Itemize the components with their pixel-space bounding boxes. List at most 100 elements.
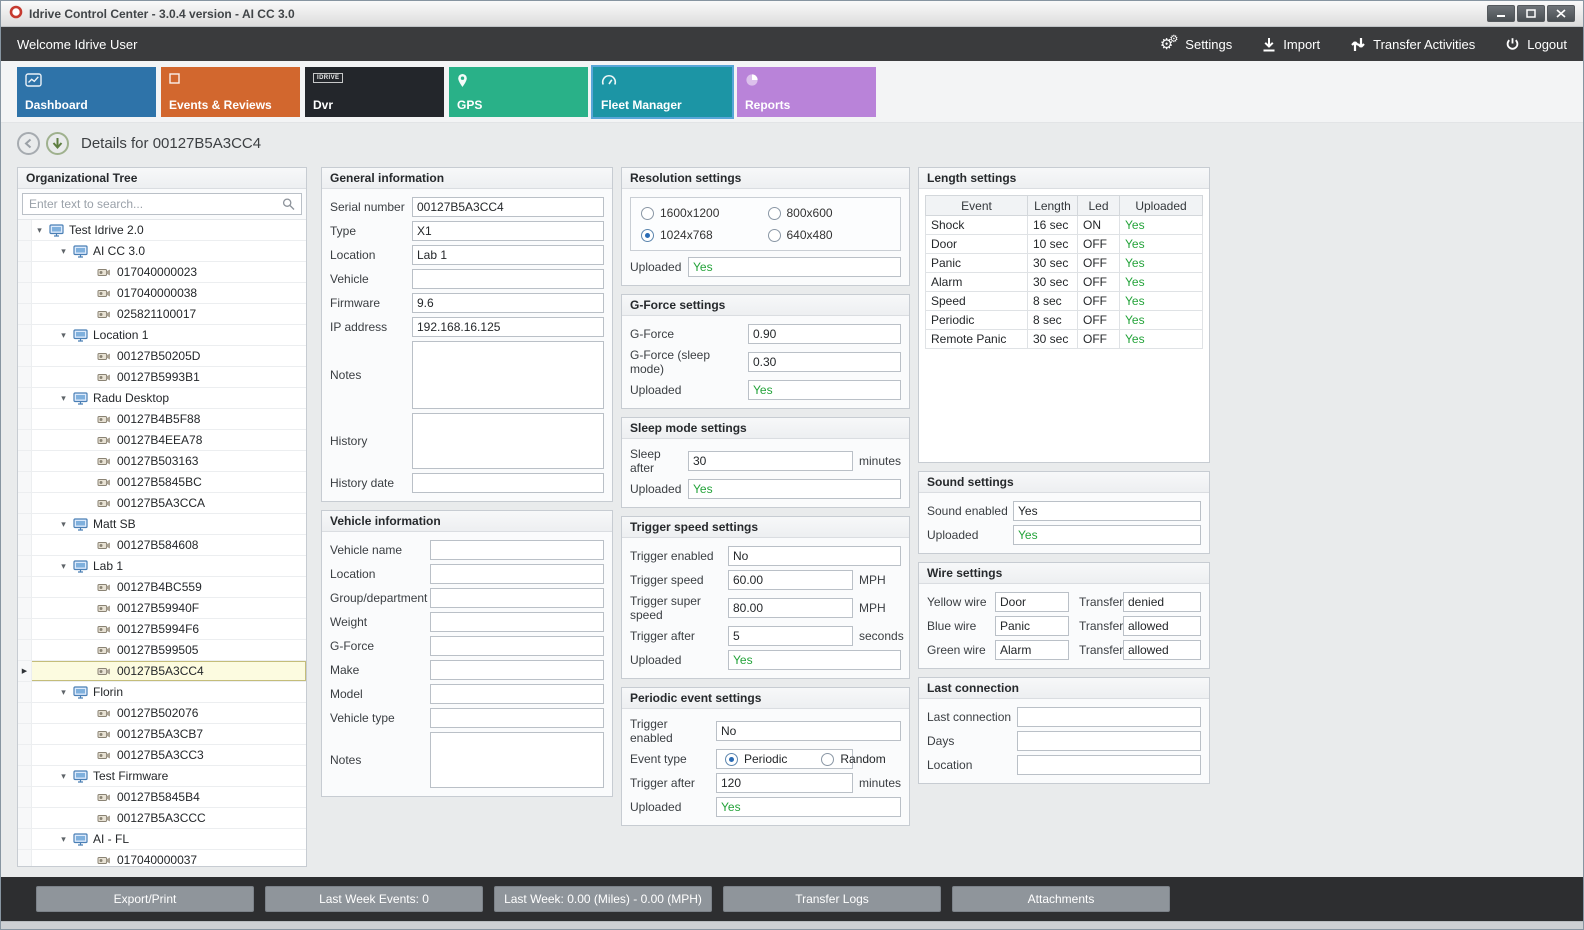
history-date-field[interactable] [412, 473, 604, 493]
length-row-door[interactable]: Door 10 sec OFF Yes [925, 234, 1203, 254]
minimize-button[interactable] [1487, 5, 1515, 22]
tree-item-025821100017[interactable]: 025821100017 [18, 304, 306, 325]
uploaded-field[interactable] [688, 479, 901, 499]
resolution-640x480-radio[interactable]: 640x480 [767, 228, 891, 242]
notes-field[interactable] [412, 341, 604, 409]
tree-item-00127b5a3cca[interactable]: 00127B5A3CCA [18, 493, 306, 514]
tab-reports[interactable]: Reports [737, 67, 876, 117]
footer-last-week-0-00-miles-0-00-mph-button[interactable]: Last Week: 0.00 (Miles) - 0.00 (MPH) [494, 886, 712, 912]
tree-item-00127b4b5f88[interactable]: 00127B4B5F88 [18, 409, 306, 430]
tree-item-00127b4eea78[interactable]: 00127B4EEA78 [18, 430, 306, 451]
uploaded-field[interactable] [716, 797, 901, 817]
yellow-wire-transfer-field[interactable] [1123, 592, 1201, 612]
maximize-button[interactable] [1517, 5, 1545, 22]
length-row-alarm[interactable]: Alarm 30 sec OFF Yes [925, 272, 1203, 292]
footer-attachments-button[interactable]: Attachments [952, 886, 1170, 912]
vehicle-name-field[interactable] [430, 540, 604, 560]
location-field[interactable] [1017, 755, 1201, 775]
resolution-1024x768-radio[interactable]: 1024x768 [641, 228, 764, 242]
weight-field[interactable] [430, 612, 604, 632]
tree-item-00127b584608[interactable]: 00127B584608 [18, 535, 306, 556]
tab-dvr[interactable]: IDRIVE Dvr [305, 67, 444, 117]
tree-item-00127b5845bc[interactable]: 00127B5845BC [18, 472, 306, 493]
expander-icon[interactable]: ▾ [61, 686, 66, 697]
tab-gps[interactable]: GPS [449, 67, 588, 117]
location-field[interactable] [430, 564, 604, 584]
length-row-periodic[interactable]: Periodic 8 sec OFF Yes [925, 310, 1203, 330]
trigger-enabled-field[interactable] [728, 546, 901, 566]
topbar-transfer-activities-button[interactable]: Transfer Activities [1350, 37, 1475, 52]
tree-item-00127b5a3ccc[interactable]: 00127B5A3CCC [18, 808, 306, 829]
vehicle-type-field[interactable] [430, 708, 604, 728]
trigger-enabled-field[interactable] [716, 721, 901, 741]
expander-icon[interactable]: ▾ [61, 392, 66, 403]
blue-wire-transfer-field[interactable] [1123, 616, 1201, 636]
footer-last-week-events-0-button[interactable]: Last Week Events: 0 [265, 886, 483, 912]
tree-item-00127b5993b1[interactable]: 00127B5993B1 [18, 367, 306, 388]
trigger-after-field[interactable] [728, 626, 853, 646]
expander-icon[interactable]: ▾ [61, 245, 66, 256]
model-field[interactable] [430, 684, 604, 704]
sound-enabled-field[interactable] [1013, 501, 1201, 521]
footer-export-print-button[interactable]: Export/Print [36, 886, 254, 912]
tree-item-017040000023[interactable]: 017040000023 [18, 262, 306, 283]
tree-item-radu-desktop[interactable]: ▾ Radu Desktop [18, 388, 306, 409]
uploaded-field[interactable] [728, 650, 901, 670]
tree-item-00127b502076[interactable]: 00127B502076 [18, 703, 306, 724]
tree-item-00127b59940f[interactable]: 00127B59940F [18, 598, 306, 619]
tree-item-lab-1[interactable]: ▾ Lab 1 [18, 556, 306, 577]
resolution-800x600-radio[interactable]: 800x600 [767, 206, 891, 220]
ip-address-field[interactable] [412, 317, 604, 337]
event-type-periodic-radio[interactable]: Periodic [725, 752, 787, 766]
g-force-field[interactable] [748, 324, 901, 344]
expander-icon[interactable]: ▾ [61, 833, 66, 844]
yellow-wire-field[interactable] [995, 592, 1069, 612]
tree-item-00127b503163[interactable]: 00127B503163 [18, 451, 306, 472]
group-department-field[interactable] [430, 588, 604, 608]
vehicle-field[interactable] [412, 269, 604, 289]
tab-events-reviews[interactable]: Events & Reviews [161, 67, 300, 117]
length-row-panic[interactable]: Panic 30 sec OFF Yes [925, 253, 1203, 273]
uploaded-field[interactable] [688, 257, 901, 277]
tab-dashboard[interactable]: Dashboard [17, 67, 156, 117]
topbar-settings-button[interactable]: ⚙ ⚙ Settings [1160, 35, 1232, 52]
tree-item-00127b5a3cc3[interactable]: 00127B5A3CC3 [18, 745, 306, 766]
days-field[interactable] [1017, 731, 1201, 751]
g-force-sleep-mode-field[interactable] [748, 352, 901, 372]
tree-item-00127b5a3cb7[interactable]: 00127B5A3CB7 [18, 724, 306, 745]
location-field[interactable] [412, 245, 604, 265]
length-row-shock[interactable]: Shock 16 sec ON Yes [925, 215, 1203, 235]
green-wire-transfer-field[interactable] [1123, 640, 1201, 660]
tree-item-00127b5994f6[interactable]: 00127B5994F6 [18, 619, 306, 640]
tree-item-00127b50205d[interactable]: 00127B50205D [18, 346, 306, 367]
expander-icon[interactable]: ▾ [61, 560, 66, 571]
back-button[interactable] [17, 131, 40, 155]
tree-item-florin[interactable]: ▾ Florin [18, 682, 306, 703]
topbar-logout-button[interactable]: Logout [1505, 37, 1567, 52]
trigger-after-field[interactable] [716, 773, 853, 793]
close-button[interactable] [1547, 5, 1575, 22]
tree-item-00127b5845b4[interactable]: 00127B5845B4 [18, 787, 306, 808]
serial-number-field[interactable] [412, 197, 604, 217]
tree-item-00127b5a3cc4[interactable]: ▶ 00127B5A3CC4 [18, 661, 306, 682]
expander-icon[interactable]: ▾ [61, 518, 66, 529]
tree-item-test-idrive-2-0[interactable]: ▾ Test Idrive 2.0 [18, 220, 306, 241]
tree-item-ai-cc-3-0[interactable]: ▾ AI CC 3.0 [18, 241, 306, 262]
make-field[interactable] [430, 660, 604, 680]
notes-field[interactable] [430, 732, 604, 788]
sleep-after-field[interactable] [688, 451, 853, 471]
green-wire-field[interactable] [995, 640, 1069, 660]
tree-item-017040000037[interactable]: 017040000037 [18, 850, 306, 866]
g-force-field[interactable] [430, 636, 604, 656]
length-row-remote-panic[interactable]: Remote Panic 30 sec OFF Yes [925, 329, 1203, 349]
event-type-random-radio[interactable]: Random [821, 752, 886, 766]
footer-transfer-logs-button[interactable]: Transfer Logs [723, 886, 941, 912]
tree-item-test-firmware[interactable]: ▾ Test Firmware [18, 766, 306, 787]
firmware-field[interactable] [412, 293, 604, 313]
expander-icon[interactable]: ▾ [37, 224, 42, 235]
scroll-down-button[interactable] [46, 131, 69, 155]
uploaded-field[interactable] [748, 380, 901, 400]
blue-wire-field[interactable] [995, 616, 1069, 636]
length-row-speed[interactable]: Speed 8 sec OFF Yes [925, 291, 1203, 311]
tree-search-input[interactable] [22, 193, 302, 215]
